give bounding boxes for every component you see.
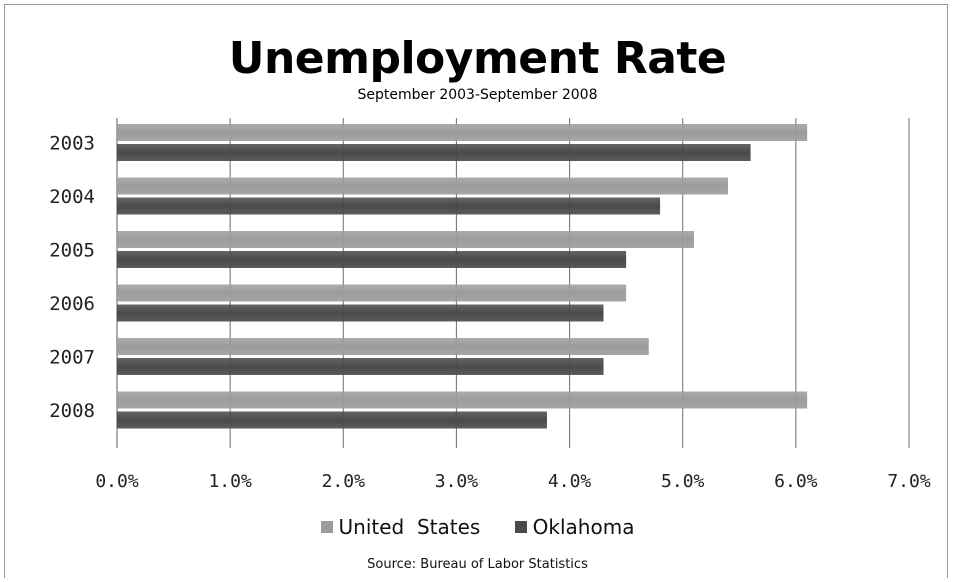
bar-2004-oklahoma xyxy=(117,197,661,215)
bar-2006-oklahoma xyxy=(117,304,604,322)
category-label-2006: 2006 xyxy=(49,293,95,315)
x-tick-label-3: 3.0% xyxy=(435,471,479,492)
bar-2005-united-states xyxy=(117,231,695,248)
chart-title: Unemployment Rate xyxy=(228,33,727,84)
x-tick-label-4: 4.0% xyxy=(548,471,592,492)
legend: United States Oklahoma xyxy=(0,514,955,540)
bar-2004-united-states xyxy=(117,177,728,195)
chart-subtitle: September 2003-September 2008 xyxy=(357,87,598,103)
x-tick-label-0: 0.0% xyxy=(95,471,139,492)
category-label-2003: 2003 xyxy=(49,133,95,155)
category-label-2008: 2008 xyxy=(49,400,95,422)
source-note: Source: Bureau of Labor Statistics xyxy=(367,557,588,572)
bar-2007-united-states xyxy=(117,338,649,355)
bar-2003-united-states xyxy=(117,124,808,141)
x-tick-label-5: 5.0% xyxy=(661,471,705,492)
bar-2005-oklahoma xyxy=(117,251,627,268)
bar-2007-oklahoma xyxy=(117,358,604,375)
x-tick-label-1: 1.0% xyxy=(208,471,252,492)
legend-label-oklahoma: Oklahoma xyxy=(532,515,635,539)
legend-item-united-states: United States xyxy=(320,514,481,540)
legend-swatch-oklahoma xyxy=(514,521,527,533)
category-label-2004: 2004 xyxy=(49,186,95,208)
x-tick-label-6: 6.0% xyxy=(774,471,818,492)
legend-item-oklahoma: Oklahoma xyxy=(514,514,635,540)
category-label-2005: 2005 xyxy=(49,240,95,262)
x-tick-label-2: 2.0% xyxy=(322,471,366,492)
legend-swatch-united-states xyxy=(320,521,333,533)
bar-2006-united-states xyxy=(117,284,627,302)
bar-2003-oklahoma xyxy=(117,144,751,161)
bar-2008-oklahoma xyxy=(117,411,547,429)
x-tick-label-7: 7.0% xyxy=(887,471,931,492)
legend-label-united-states: United States xyxy=(338,515,481,539)
bar-2008-united-states xyxy=(117,391,808,409)
category-label-2007: 2007 xyxy=(49,347,95,369)
